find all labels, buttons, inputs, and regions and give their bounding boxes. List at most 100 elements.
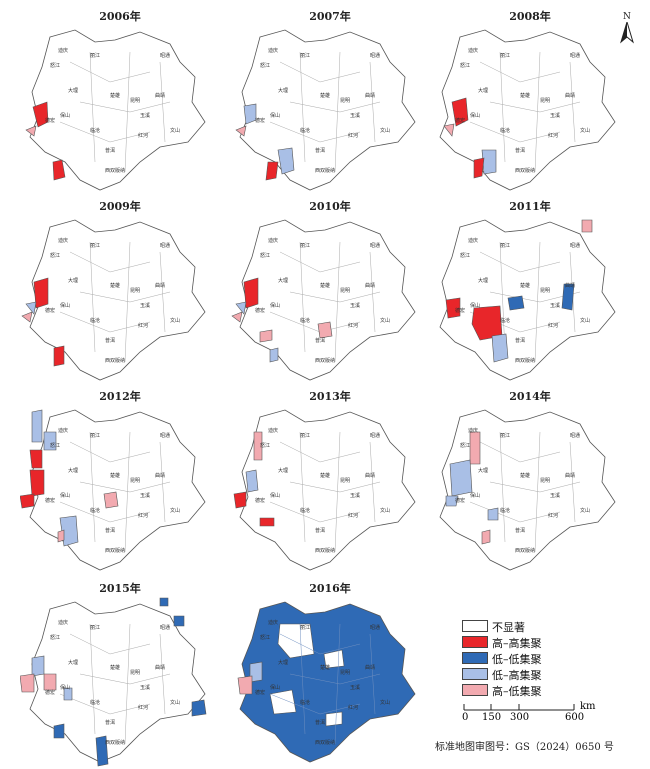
city-label: 临沧 [500, 127, 510, 134]
city-label: 玉溪 [350, 492, 360, 499]
city-label: 临沧 [500, 317, 510, 324]
city-label: 楚雄 [110, 664, 120, 671]
scale-unit: km [580, 701, 596, 712]
city-label: 楚雄 [320, 282, 330, 289]
city-label: 临沧 [300, 699, 310, 706]
city-label: 德宏 [45, 689, 55, 696]
city-label: 大理 [278, 467, 288, 474]
city-label: 怒江 [460, 442, 470, 449]
city-label: 昭通 [370, 624, 380, 631]
city-label: 玉溪 [550, 302, 560, 309]
city-label: 曲靖 [365, 92, 375, 99]
map-panel-2016: 2016年 迪庆 丽江 怒江 大理 楚雄 昆明 曲靖 玉溪 红河 文山 普洱 临沧 保山 德宏 西双版纳 昭通 [230, 580, 430, 765]
city-label: 昭通 [370, 242, 380, 249]
city-label: 临沧 [500, 507, 510, 514]
map-approval-number: 标准地图审图号：GS（2024）0650 号 [435, 742, 614, 753]
city-label: 怒江 [50, 634, 60, 641]
city-label: 昆明 [540, 288, 550, 294]
city-label: 红河 [138, 512, 148, 519]
city-label: 玉溪 [550, 492, 560, 499]
north-label: N [623, 12, 631, 22]
city-label: 大理 [278, 277, 288, 284]
city-label: 红河 [548, 132, 558, 139]
city-label: 怒江 [50, 62, 60, 69]
city-label: 红河 [138, 704, 148, 711]
city-label: 德宏 [255, 117, 265, 124]
map-panel-2011: 2011年 迪庆 丽江 怒江 大理 楚雄 昆明 曲靖 玉溪 红河 文山 普洱 临沧 保山 德宏 西双版纳 昭通 [430, 198, 630, 383]
panel-title: 2011年 [509, 200, 551, 213]
city-label: 临沧 [90, 507, 100, 514]
city-label: 迪庆 [58, 237, 68, 244]
city-label: 文山 [170, 699, 180, 706]
city-label: 昆明 [130, 288, 140, 294]
city-label: 怒江 [460, 252, 470, 259]
map-panel-2015: 2015年 迪庆 丽江 怒江 大理 楚雄 昆明 曲靖 玉溪 红河 文山 普洱 临沧 保山 德宏 西双版纳 昭通 [20, 580, 220, 767]
city-label: 文山 [380, 699, 390, 706]
scale-bar: 0 150 300 600 km [462, 701, 622, 728]
city-label: 普洱 [315, 527, 325, 534]
city-label: 迪庆 [58, 427, 68, 434]
city-label: 曲靖 [565, 282, 575, 289]
city-label: 怒江 [50, 442, 60, 449]
city-label: 普洱 [105, 337, 115, 344]
north-arrow: N [619, 12, 635, 44]
city-label: 楚雄 [320, 92, 330, 99]
city-label: 大理 [68, 87, 78, 94]
city-label: 昭通 [570, 242, 580, 249]
city-label: 临沧 [90, 699, 100, 706]
city-label: 怒江 [260, 442, 270, 449]
city-label: 普洱 [515, 337, 525, 344]
city-label: 西双版纳 [315, 739, 335, 746]
city-label: 昆明 [130, 98, 140, 104]
map-panel-2014: 2014年 迪庆 丽江 怒江 大理 楚雄 昆明 曲靖 玉溪 红河 文山 普洱 临沧 保山 德宏 西双版纳 昭通 [430, 388, 630, 573]
legend-label: 低–低集聚 [492, 653, 542, 666]
city-label: 德宏 [45, 497, 55, 504]
city-label: 普洱 [105, 147, 115, 154]
city-label: 德宏 [455, 307, 465, 314]
city-label: 德宏 [45, 117, 55, 124]
city-label: 临沧 [300, 317, 310, 324]
city-label: 迪庆 [268, 47, 278, 54]
city-label: 迪庆 [268, 237, 278, 244]
city-label: 文山 [580, 127, 590, 134]
panel-title: 2014年 [509, 390, 551, 403]
legend-item: 低–低集聚 [462, 650, 642, 666]
legend-label: 不显著 [492, 621, 525, 634]
city-label: 普洱 [105, 719, 115, 726]
city-label: 红河 [348, 704, 358, 711]
city-label: 丽江 [500, 242, 510, 249]
city-label: 红河 [138, 132, 148, 139]
city-label: 西双版纳 [515, 357, 535, 364]
city-label: 文山 [170, 127, 180, 134]
city-label: 德宏 [455, 117, 465, 124]
city-label: 楚雄 [110, 282, 120, 289]
city-label: 曲靖 [155, 92, 165, 99]
city-label: 玉溪 [140, 112, 150, 119]
city-label: 迪庆 [268, 427, 278, 434]
city-label: 西双版纳 [105, 739, 125, 746]
city-label: 丽江 [500, 432, 510, 439]
city-label: 大理 [68, 467, 78, 474]
city-label: 文山 [170, 507, 180, 514]
city-label: 昭通 [570, 52, 580, 59]
city-label: 曲靖 [155, 472, 165, 479]
city-label: 昆明 [130, 670, 140, 676]
city-label: 文山 [580, 507, 590, 514]
city-label: 怒江 [460, 62, 470, 69]
city-label: 普洱 [315, 719, 325, 726]
city-label: 保山 [270, 684, 280, 691]
map-panel-2008: 2008年 迪庆 丽江 怒江 大理 楚雄 昆明 曲靖 玉溪 红河 文山 普洱 临沧 保山 德宏 西双版纳 昭通 [430, 8, 630, 193]
city-label: 丽江 [500, 52, 510, 59]
city-label: 昭通 [160, 624, 170, 631]
legend-swatch-high-high [462, 636, 488, 648]
city-label: 红河 [548, 322, 558, 329]
city-label: 西双版纳 [315, 167, 335, 174]
city-label: 昆明 [340, 288, 350, 294]
